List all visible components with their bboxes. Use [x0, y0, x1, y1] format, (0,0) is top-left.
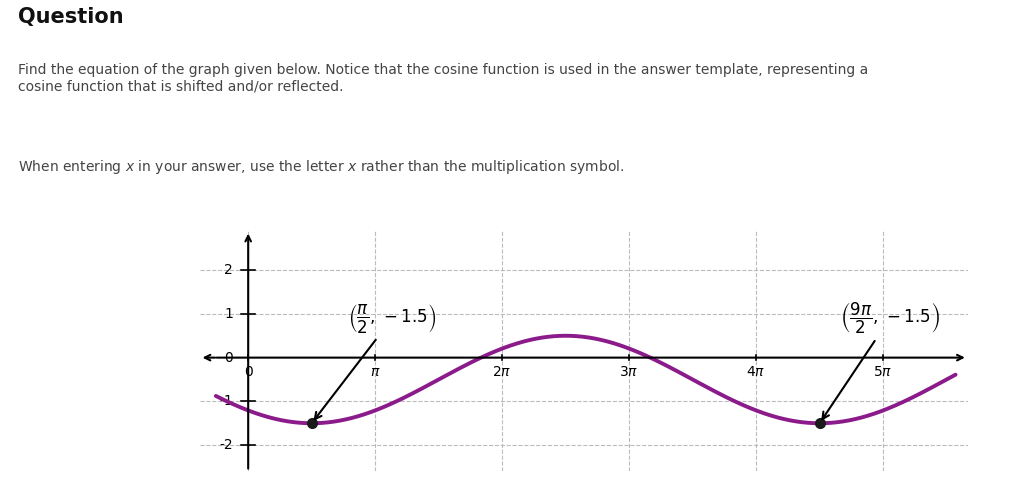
Text: $\left(\dfrac{\pi}{2},\,-1.5\right)$: $\left(\dfrac{\pi}{2},\,-1.5\right)$: [314, 302, 436, 419]
Text: 1: 1: [224, 307, 232, 321]
Text: $\pi$: $\pi$: [370, 365, 381, 379]
Text: -1: -1: [219, 394, 232, 409]
Text: -2: -2: [219, 438, 232, 452]
Text: $4\pi$: $4\pi$: [746, 365, 766, 379]
Text: When entering $x$ in your answer, use the letter $x$ rather than the multiplicat: When entering $x$ in your answer, use th…: [18, 158, 625, 176]
Text: 2: 2: [224, 263, 232, 277]
Text: 0: 0: [224, 351, 232, 365]
Text: $3\pi$: $3\pi$: [620, 365, 639, 379]
Text: $2\pi$: $2\pi$: [493, 365, 512, 379]
Text: Question: Question: [18, 7, 124, 27]
Text: 0: 0: [244, 365, 253, 379]
Text: Find the equation of the graph given below. Notice that the cosine function is u: Find the equation of the graph given bel…: [18, 63, 868, 93]
Text: $\left(\dfrac{9\pi}{2},\,-1.5\right)$: $\left(\dfrac{9\pi}{2},\,-1.5\right)$: [822, 300, 940, 419]
Text: $5\pi$: $5\pi$: [873, 365, 893, 379]
